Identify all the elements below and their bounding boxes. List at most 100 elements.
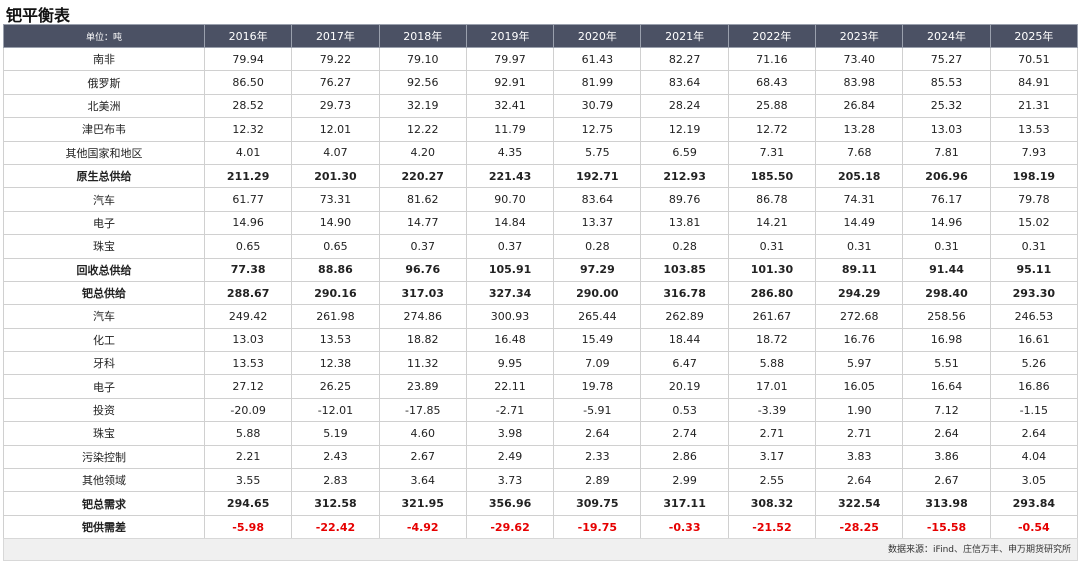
cell: -22.42 xyxy=(291,514,380,540)
cell: 14.21 xyxy=(727,210,817,236)
cell: 3.83 xyxy=(815,444,904,470)
cell: 105.91 xyxy=(465,257,555,282)
cell: 6.59 xyxy=(640,140,729,165)
cell: 5.19 xyxy=(291,421,380,446)
cell: -20.09 xyxy=(203,397,293,423)
cell: 23.89 xyxy=(378,374,467,399)
cell: 2.49 xyxy=(465,444,555,470)
cell: 83.98 xyxy=(815,70,904,95)
row-label: 污染控制 xyxy=(3,444,205,470)
cell: 16.76 xyxy=(815,327,904,353)
cell: 13.53 xyxy=(291,327,380,353)
table-row: 污染控制 2.21 2.43 2.67 2.49 2.33 2.86 3.17 3.83 3.86… xyxy=(3,444,1079,470)
cell: 0.65 xyxy=(203,234,293,259)
row-label: 其他领域 xyxy=(3,468,205,493)
cell: 13.28 xyxy=(815,117,904,142)
cell: 5.88 xyxy=(727,351,817,376)
cell: 3.55 xyxy=(203,468,293,493)
cell: 309.75 xyxy=(553,491,642,516)
table-row: 其他国家和地区 4.01 4.07 4.20 4.35 5.75 6.59 7.31 7.68 7… xyxy=(3,140,1079,165)
table-row: 钯总供给 288.67 290.16 317.03 327.34 290.00 316.78… xyxy=(3,280,1079,306)
cell: 18.72 xyxy=(727,327,817,353)
table-row: 珠宝 5.88 5.19 4.60 3.98 2.64 2.74 2.71 2.71 2.64 2.… xyxy=(3,421,1079,446)
table-row: 北美洲 28.52 29.73 32.19 32.41 30.79 28.24 25.88 26… xyxy=(3,93,1079,119)
cell: 3.73 xyxy=(465,468,555,493)
header-cell: 2018年 xyxy=(378,24,467,48)
cell: 25.88 xyxy=(727,93,817,119)
cell: 27.12 xyxy=(203,374,293,399)
cell: 11.79 xyxy=(465,117,555,142)
cell: 92.56 xyxy=(378,70,467,95)
row-label: 汽车 xyxy=(3,304,205,329)
cell: 294.29 xyxy=(815,280,904,306)
cell: 18.82 xyxy=(378,327,467,353)
source-note: 数据来源：iFind、庄信万丰、申万期货研究所 xyxy=(3,538,1078,561)
header-cell: 2019年 xyxy=(465,24,555,48)
cell: 20.19 xyxy=(640,374,729,399)
cell: 0.31 xyxy=(727,234,817,259)
cell: 32.41 xyxy=(465,93,555,119)
cell: -29.62 xyxy=(465,514,555,540)
cell: 290.16 xyxy=(291,280,380,306)
cell: 14.84 xyxy=(465,210,555,236)
cell: 2.43 xyxy=(291,444,380,470)
cell: -0.33 xyxy=(640,514,729,540)
header-cell: 2025年 xyxy=(989,24,1079,48)
cell: 0.65 xyxy=(291,234,380,259)
cell: 4.35 xyxy=(465,140,555,165)
cell: 76.17 xyxy=(902,187,991,212)
cell: 185.50 xyxy=(727,163,817,189)
header-row: 单位：吨 2016年 2017年 2018年 2019年 2020年 2021年 2022年 2… xyxy=(3,24,1079,48)
cell: 356.96 xyxy=(465,491,555,516)
cell: 2.33 xyxy=(553,444,642,470)
cell: 7.12 xyxy=(902,397,991,423)
cell: 79.22 xyxy=(291,46,380,72)
cell: 12.19 xyxy=(640,117,729,142)
cell: 4.04 xyxy=(989,444,1079,470)
cell: 26.84 xyxy=(815,93,904,119)
table-row: 南非 79.94 79.22 79.10 79.97 61.43 82.27 71.16 73.… xyxy=(3,46,1079,72)
cell: 3.64 xyxy=(378,468,467,493)
cell: 83.64 xyxy=(640,70,729,95)
cell: 95.11 xyxy=(989,257,1079,282)
cell: 79.78 xyxy=(989,187,1079,212)
cell: 16.86 xyxy=(989,374,1079,399)
cell: -5.98 xyxy=(203,514,293,540)
cell: 86.50 xyxy=(203,70,293,95)
cell: 12.22 xyxy=(378,117,467,142)
table-row: 俄罗斯 86.50 76.27 92.56 92.91 81.99 83.64 68.43 83… xyxy=(3,70,1079,95)
cell: 12.32 xyxy=(203,117,293,142)
cell: 294.65 xyxy=(203,491,293,516)
row-label: 珠宝 xyxy=(3,421,205,446)
cell: 5.26 xyxy=(989,351,1079,376)
cell: 32.19 xyxy=(378,93,467,119)
cell: 14.77 xyxy=(378,210,467,236)
cell: 201.30 xyxy=(291,163,380,189)
row-label: 牙科 xyxy=(3,351,205,376)
cell: 92.91 xyxy=(465,70,555,95)
cell: -2.71 xyxy=(465,397,555,423)
cell: 2.64 xyxy=(902,421,991,446)
row-label: 津巴布韦 xyxy=(3,117,205,142)
row-label: 钯供需差 xyxy=(3,514,205,540)
cell: 4.07 xyxy=(291,140,380,165)
cell: 2.67 xyxy=(378,444,467,470)
cell: 322.54 xyxy=(815,491,904,516)
cell: 16.98 xyxy=(902,327,991,353)
table-row: 牙科 13.53 12.38 11.32 9.95 7.09 6.47 5.88 5.97 5.5… xyxy=(3,351,1079,376)
cell: 76.27 xyxy=(291,70,380,95)
cell: 70.51 xyxy=(989,46,1079,72)
cell: 2.99 xyxy=(640,468,729,493)
table-row: 其他领域 3.55 2.83 3.64 3.73 2.89 2.99 2.55 2.64 2.67… xyxy=(3,468,1079,493)
table-row: 钯供需差 -5.98 -22.42 -4.92 -29.62 -19.75 -0.33 -21… xyxy=(3,514,1079,540)
cell: 81.62 xyxy=(378,187,467,212)
table-row: 电子 14.96 14.90 14.77 14.84 13.37 13.81 14.21 14.… xyxy=(3,210,1079,236)
cell: 13.37 xyxy=(553,210,642,236)
cell: 0.31 xyxy=(815,234,904,259)
cell: 68.43 xyxy=(727,70,817,95)
cell: 3.17 xyxy=(727,444,817,470)
cell: 206.96 xyxy=(902,163,991,189)
cell: 7.31 xyxy=(727,140,817,165)
cell: 15.49 xyxy=(553,327,642,353)
cell: 249.42 xyxy=(203,304,293,329)
